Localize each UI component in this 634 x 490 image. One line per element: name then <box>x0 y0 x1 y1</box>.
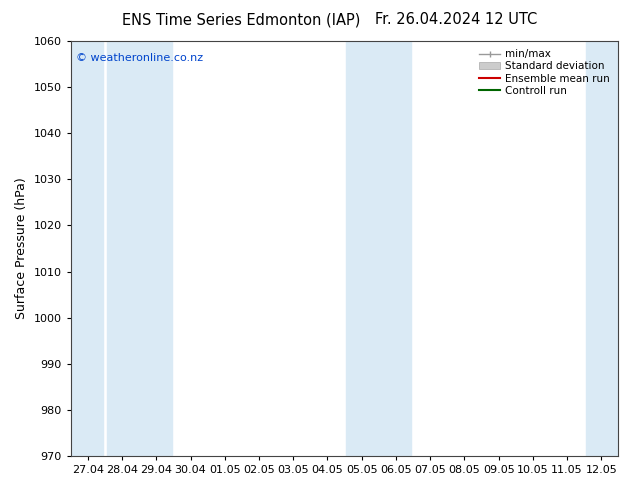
Bar <box>586 41 619 456</box>
Text: ENS Time Series Edmonton (IAP): ENS Time Series Edmonton (IAP) <box>122 12 360 27</box>
Text: Fr. 26.04.2024 12 UTC: Fr. 26.04.2024 12 UTC <box>375 12 538 27</box>
Text: © weatheronline.co.nz: © weatheronline.co.nz <box>76 53 204 64</box>
Bar <box>107 41 172 456</box>
Y-axis label: Surface Pressure (hPa): Surface Pressure (hPa) <box>15 178 28 319</box>
Legend: min/max, Standard deviation, Ensemble mean run, Controll run: min/max, Standard deviation, Ensemble me… <box>476 46 613 99</box>
Bar <box>71 41 103 456</box>
Bar <box>346 41 411 456</box>
